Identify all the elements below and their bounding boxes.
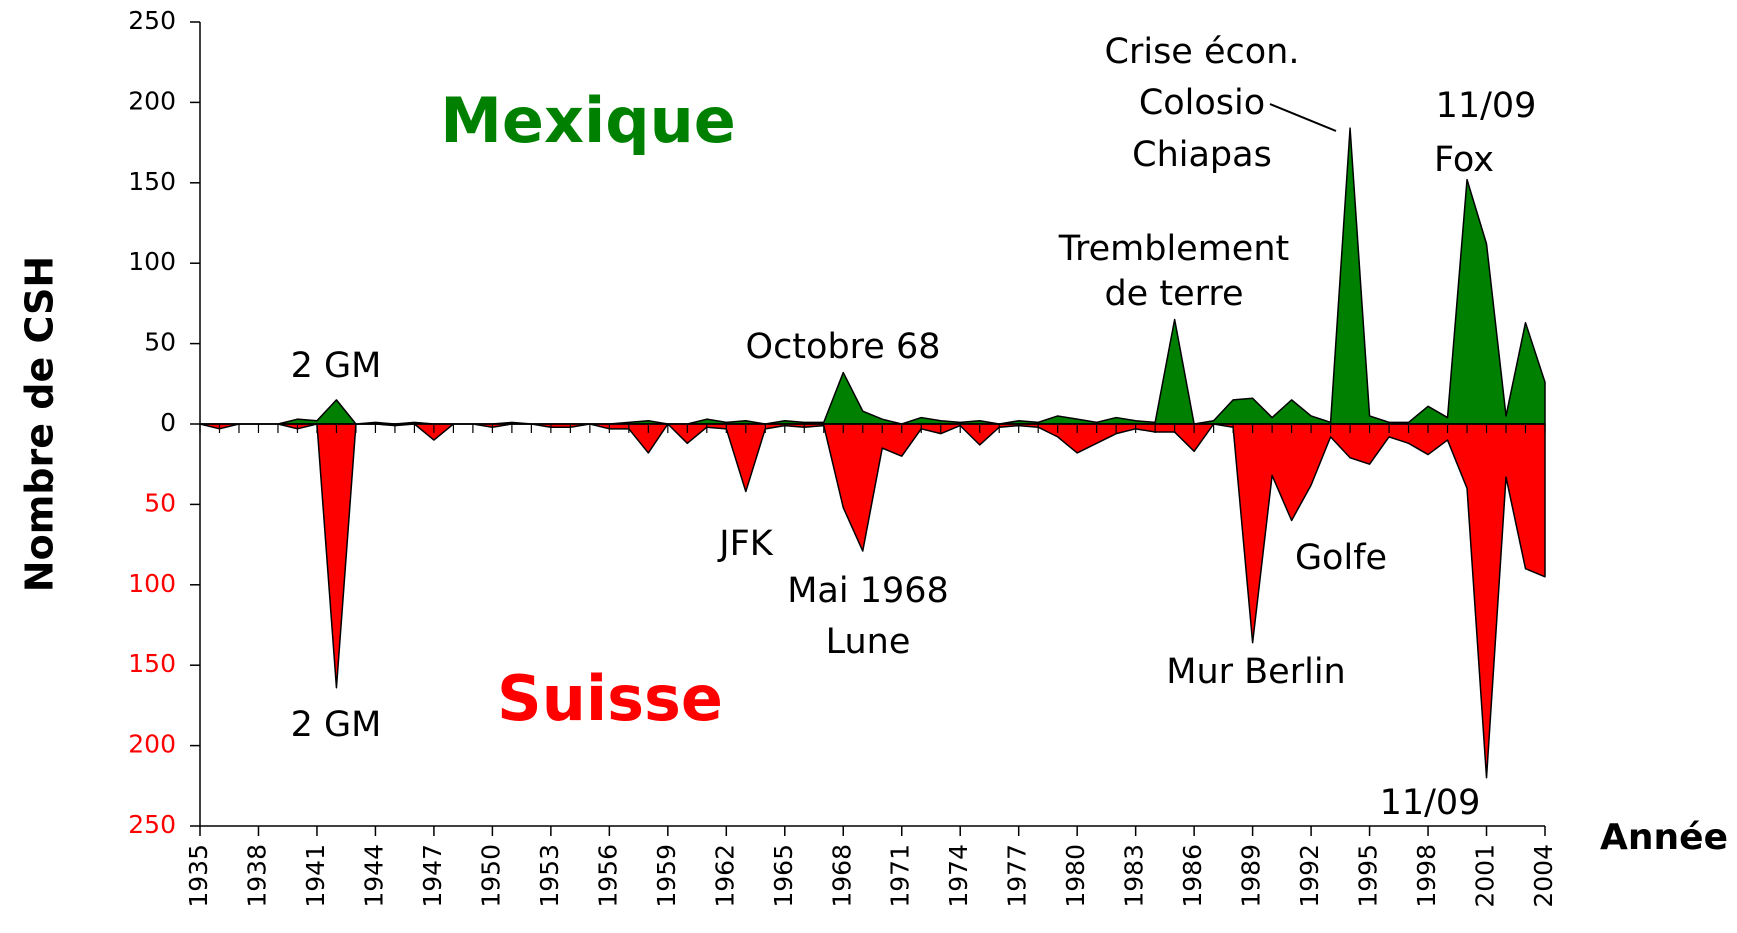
y-tick-label: 50 (144, 488, 176, 517)
series-label: Suisse (497, 662, 723, 735)
annotation: 11/09 (1380, 783, 1481, 823)
x-tick-label: 1950 (476, 844, 505, 908)
x-tick-label: 1962 (710, 844, 739, 908)
annotation: Tremblement (1058, 229, 1290, 269)
x-tick-label: 1983 (1120, 844, 1149, 908)
y-axis-label: Nombre de CSH (18, 256, 62, 592)
x-tick-label: 1944 (359, 844, 388, 908)
annotation: 2 GM (291, 346, 382, 386)
x-tick-label: 2001 (1471, 844, 1500, 908)
y-tick-label: 150 (128, 167, 176, 196)
y-tick-label: 200 (128, 730, 176, 759)
x-tick-label: 1947 (418, 844, 447, 908)
y-tick-label: 0 (160, 408, 176, 437)
area (199, 127, 1546, 425)
annotation: Colosio (1139, 83, 1265, 123)
annotation: 2 GM (291, 705, 382, 745)
annotation: Fox (1434, 140, 1494, 180)
annotation: Lune (826, 622, 911, 662)
x-tick-label: 2004 (1529, 844, 1558, 908)
y-tick-label: 250 (128, 810, 176, 839)
annotation: Mur Berlin (1166, 652, 1345, 692)
annotation: Golfe (1295, 538, 1387, 578)
annotation: Mai 1968 (787, 571, 949, 611)
annotation: Octobre 68 (746, 327, 941, 367)
x-axis-label: Année (1600, 817, 1728, 858)
y-tick-label: 100 (128, 569, 176, 598)
annotation: Crise écon. (1105, 32, 1300, 72)
x-tick-label: 1956 (593, 844, 622, 908)
x-tick-label: 1935 (184, 844, 213, 908)
y-tick-label: 100 (128, 247, 176, 276)
x-tick-label: 1974 (944, 844, 973, 908)
x-tick-label: 1968 (827, 844, 856, 908)
annotation: JFK (717, 524, 773, 564)
x-tick-label: 1998 (1412, 844, 1441, 908)
x-tick-label: 1986 (1178, 844, 1207, 908)
annotation: Chiapas (1132, 135, 1272, 175)
x-tick-label: 1938 (242, 844, 271, 908)
y-tick-label: 250 (128, 6, 176, 35)
x-tick-label: 1989 (1237, 844, 1266, 908)
x-tick-label: 1980 (1061, 844, 1090, 908)
y-tick-label: 50 (144, 328, 176, 357)
annotation: de terre (1104, 274, 1243, 314)
x-tick-label: 1941 (301, 844, 330, 908)
x-tick-label: 1971 (886, 844, 915, 908)
y-tick-label: 150 (128, 649, 176, 678)
x-tick-label: 1992 (1295, 844, 1324, 908)
x-tick-label: 1965 (769, 844, 798, 908)
leader-line (1269, 103, 1337, 132)
x-tick-label: 1995 (1354, 844, 1383, 908)
annotation: 11/09 (1436, 86, 1537, 126)
x-tick-label: 1953 (535, 844, 564, 908)
series-label: Mexique (440, 84, 736, 157)
x-tick-label: 1977 (1003, 844, 1032, 908)
area (199, 423, 1546, 779)
x-tick-label: 1959 (652, 844, 681, 908)
y-tick-label: 200 (128, 86, 176, 115)
